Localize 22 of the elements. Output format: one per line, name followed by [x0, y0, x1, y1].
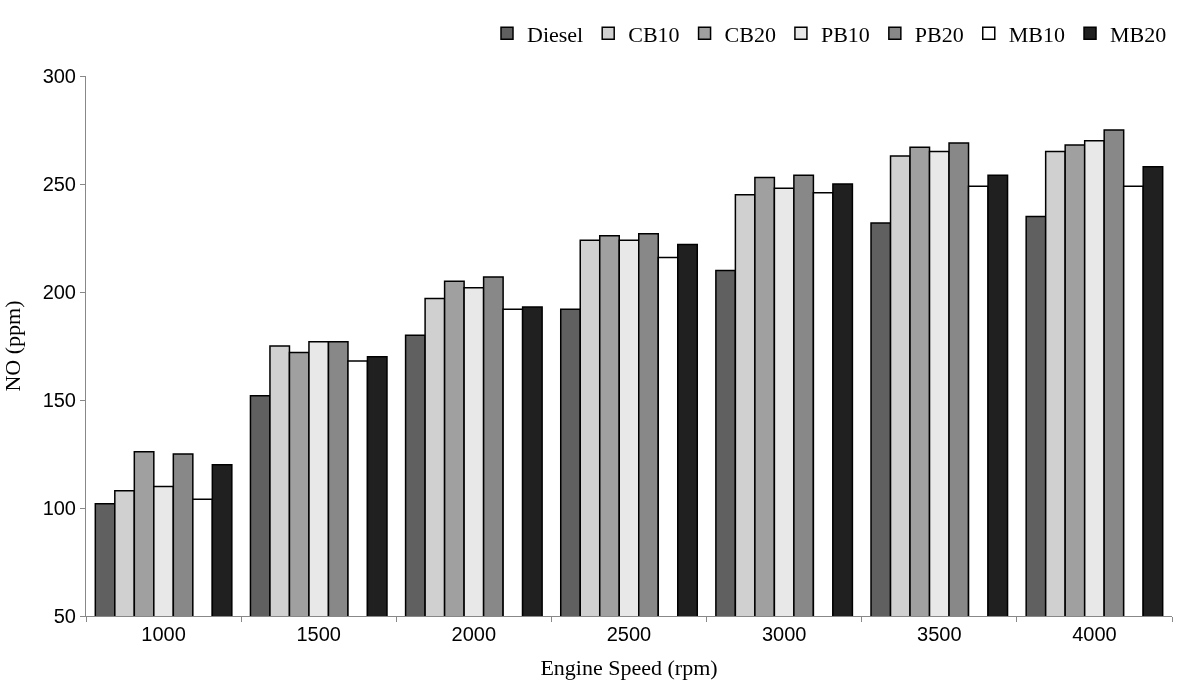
x-tick-label: 4000: [1072, 623, 1117, 645]
x-tick-label: 2000: [451, 623, 497, 645]
x-axis-title: Engine Speed (rpm): [540, 654, 718, 680]
x-tick-label: 3000: [761, 623, 807, 645]
legend-label: MB20: [1110, 21, 1167, 47]
legend-label: CB20: [724, 21, 776, 47]
y-tick-label: 150: [42, 389, 76, 411]
y-axis-title: NO (ppm): [0, 300, 26, 392]
legend-label: MB10: [1008, 21, 1066, 47]
y-tick-label: 250: [42, 173, 76, 195]
legend-label: PB10: [820, 21, 870, 47]
y-tick-label: 200: [42, 281, 76, 303]
x-tick-label: 3500: [917, 623, 962, 645]
y-tick-label: 50: [53, 605, 76, 627]
legend-label: Diesel: [527, 21, 584, 47]
x-tick-label: 1500: [296, 623, 341, 645]
x-tick-label: 2500: [606, 623, 652, 645]
y-tick-label: 300: [42, 65, 76, 87]
y-tick-label: 100: [42, 497, 76, 519]
x-tick-label: 1000: [141, 623, 186, 645]
legend-label: CB10: [628, 21, 680, 47]
legend-label: PB20: [914, 21, 964, 47]
